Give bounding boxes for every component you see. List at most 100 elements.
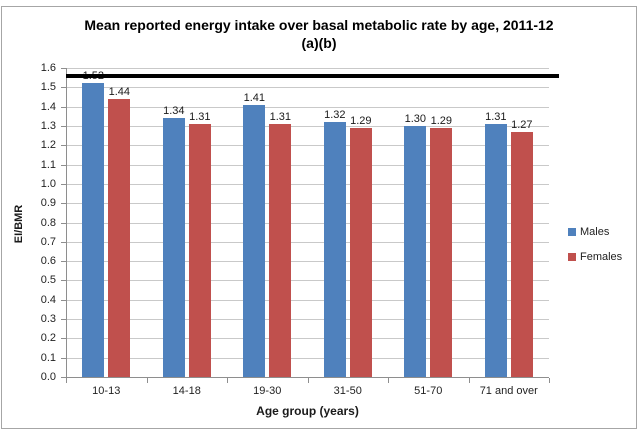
bar-males-31-50 [323,122,346,377]
bar-females-10-13 [108,98,131,377]
gridline [66,107,549,108]
y-tick-label: 1.6 [40,62,56,74]
y-tick-mark [61,184,66,185]
y-tick-mark [61,280,66,281]
x-tick-label: 14-18 [172,385,201,397]
bar-males-51-70 [404,125,427,377]
y-tick-mark [61,165,66,166]
legend-item-males: Males [568,226,622,238]
y-tick-label: 0.1 [40,352,56,364]
chart-frame: Mean reported energy intake over basal m… [1,6,637,429]
legend-label-females: Females [580,251,623,263]
y-tick-mark [61,87,66,88]
y-tick-label: 0.5 [40,274,56,286]
x-tick-mark [469,378,470,383]
x-tick-label: 71 and over [479,385,538,397]
gridline [66,126,549,127]
data-label-males-31-50: 1.32 [324,109,346,122]
gridline [66,68,549,69]
y-tick-mark [61,223,66,224]
gridline [66,338,549,339]
x-tick-label: 31-50 [333,385,362,397]
chart-title-line1: Mean reported energy intake over basal m… [84,17,554,33]
gridline [66,280,549,281]
y-tick-mark [61,338,66,339]
y-tick-label: 1.5 [40,81,56,93]
y-tick-label: 1.1 [40,159,56,171]
gridline [66,300,549,301]
bar-females-19-30 [269,124,292,377]
gridline [66,145,549,146]
chart-title-line2: (a)(b) [301,35,337,51]
y-tick-mark [61,261,66,262]
x-tick-mark [147,378,148,383]
y-tick-label: 0.9 [40,197,56,209]
data-label-males-19-30: 1.41 [243,91,265,104]
legend-item-females: Females [568,251,622,263]
x-axis-line [66,377,549,378]
gridline [66,223,549,224]
y-tick-mark [61,319,66,320]
x-tick-mark [388,378,389,383]
bar-females-71 and over [510,131,533,377]
gridline [66,203,549,204]
chart-title: Mean reported energy intake over basal m… [2,16,636,52]
data-label-females-10-13: 1.44 [108,85,130,98]
y-tick-label: 0.2 [40,332,56,344]
gridline [66,261,549,262]
y-tick-label: 0.8 [40,217,56,229]
y-tick-label: 1.3 [40,120,56,132]
gridline [66,319,549,320]
bar-females-31-50 [349,127,372,377]
data-label-females-19-30: 1.31 [269,111,291,123]
y-tick-mark [61,68,66,69]
data-label-males-14-18: 1.34 [163,105,185,118]
x-tick-mark [227,378,228,383]
gridline [66,358,549,359]
bar-females-14-18 [188,124,211,377]
gridline [66,184,549,185]
data-label-females-14-18: 1.31 [189,111,211,123]
y-tick-label: 0.0 [40,371,56,383]
bar-females-51-70 [430,127,453,377]
y-tick-mark [61,242,66,243]
y-tick-mark [61,145,66,146]
x-tick-mark [549,378,550,383]
y-tick-label: 0.3 [40,313,56,325]
x-axis-title: Age group (years) [256,404,359,418]
data-label-males-51-70: 1.30 [404,112,426,125]
y-tick-label: 1.0 [40,178,56,190]
x-tick-label: 10-13 [92,385,121,397]
females-swatch-icon [568,253,576,261]
gridline [66,165,549,166]
y-tick-mark [61,300,66,301]
data-label-females-31-50: 1.29 [350,114,372,127]
x-tick-mark [66,378,67,383]
y-tick-label: 1.4 [40,101,56,113]
x-tick-label: 51-70 [414,385,443,397]
reference-line [66,73,559,78]
bar-males-14-18 [162,118,185,377]
y-tick-mark [61,126,66,127]
y-tick-mark [61,107,66,108]
x-tick-label: 19-30 [253,385,282,397]
legend-label-males: Males [580,226,610,238]
data-label-females-71 and over: 1.27 [511,118,533,131]
legend: Males Females [568,226,622,276]
y-tick-mark [61,358,66,359]
bar-males-19-30 [243,104,266,377]
plot-area: 1.521.341.411.321.301.311.441.311.311.29… [61,68,559,383]
y-tick-mark [61,203,66,204]
y-axis-line [66,68,67,377]
data-label-females-51-70: 1.29 [430,114,452,127]
gridline [66,242,549,243]
data-label-males-71 and over: 1.31 [485,111,507,123]
bar-males-10-13 [82,83,105,377]
y-tick-label: 0.7 [40,236,56,248]
bar-males-71 and over [484,124,507,377]
males-swatch-icon [568,228,576,236]
y-tick-label: 1.2 [40,139,56,151]
y-tick-label: 0.4 [40,294,56,306]
y-tick-mark [61,377,66,378]
x-tick-mark [308,378,309,383]
